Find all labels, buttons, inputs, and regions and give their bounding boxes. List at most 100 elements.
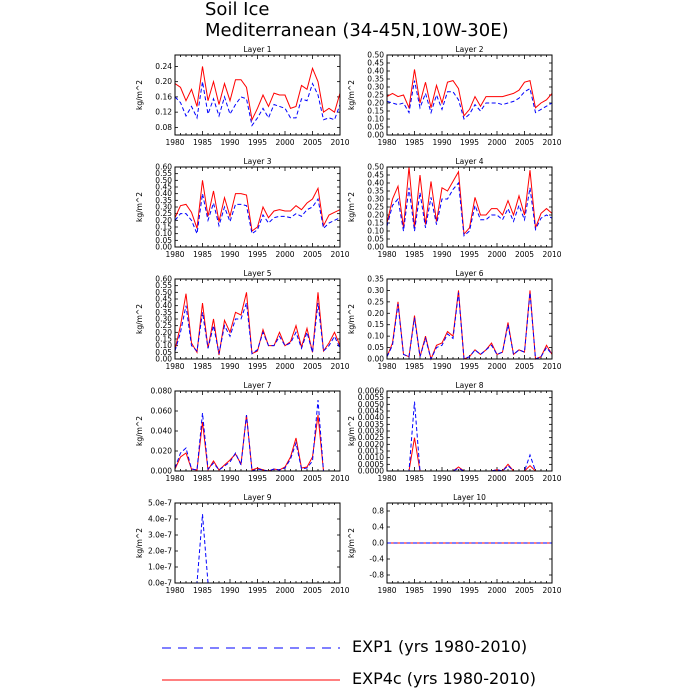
y-tick-label: 0.20 <box>155 77 172 86</box>
y-tick-label: 0.15 <box>367 320 384 329</box>
panel-title: Layer 2 <box>455 45 483 54</box>
y-tick-label: 0.00 <box>155 355 172 364</box>
y-tick-label: 0.16 <box>155 92 172 101</box>
x-tick-label: 1990 <box>432 474 451 483</box>
x-tick-label: 1985 <box>405 362 424 371</box>
y-tick-label: 0.30 <box>367 83 384 92</box>
x-tick-label: 1980 <box>165 362 184 371</box>
x-tick-label: 1990 <box>432 250 451 259</box>
x-tick-label: 2005 <box>515 586 534 595</box>
y-tick-label: 0.60 <box>155 163 172 172</box>
panel-layer-5: Layer 5kg/m^20.000.050.100.150.200.250.3… <box>135 269 350 371</box>
x-tick-label: 1995 <box>460 250 479 259</box>
panel-title: Layer 6 <box>455 269 483 278</box>
series-line-exp1 <box>174 399 340 472</box>
series-line-exp4c <box>174 292 341 356</box>
y-tick-label: 0.40 <box>367 67 384 76</box>
y-tick-label: 0.10 <box>367 227 384 236</box>
y-tick-label: 0.0050 <box>358 400 384 409</box>
panel-layer-2: Layer 2kg/m^20.000.050.100.150.200.250.3… <box>347 45 562 147</box>
legend <box>162 647 340 681</box>
panel-title: Layer 10 <box>453 493 486 502</box>
series-line-exp4c <box>174 66 341 122</box>
x-tick-label: 2000 <box>275 586 294 595</box>
panel-layer-7: Layer 7 kg/m^2 0.000 0.020 0.040 0.060 0.080 19… <box>135 381 350 483</box>
panel-title: Layer 8 <box>455 381 483 390</box>
panel-title: Layer 4 <box>455 157 483 166</box>
x-tick-label: 2000 <box>275 362 294 371</box>
y-tick-label: 0.60 <box>155 275 172 284</box>
series-line-exp1 <box>174 193 341 236</box>
y-tick-label: -0.8 <box>369 571 384 580</box>
figure-title: Soil Ice <box>205 0 270 20</box>
y-tick-label: 5.0e-7 <box>148 499 172 508</box>
x-tick-label: 1995 <box>248 250 267 259</box>
x-tick-label: 1995 <box>460 474 479 483</box>
y-tick-label: 0.10 <box>367 115 384 124</box>
y-tick-label: 0.0040 <box>358 413 384 422</box>
y-tick-label: 0.10 <box>155 229 172 238</box>
y-tick-label: 0.30 <box>367 286 384 295</box>
x-tick-label: 1980 <box>377 362 396 371</box>
x-tick-label: 2010 <box>542 250 561 259</box>
x-tick-label: 1990 <box>220 586 239 595</box>
panel-layer-3: Layer 3kg/m^20.000.050.100.150.200.250.3… <box>135 157 350 259</box>
panel-layer-9: Layer 9 kg/m^2 0.0e-7 1.0e-7 2.0e-7 3.0e-7 4.0… <box>135 493 350 595</box>
x-tick-label: 1985 <box>405 586 424 595</box>
panel-frame <box>174 278 341 360</box>
y-tick-label: 0.0 <box>372 539 384 548</box>
y-tick-label: 0.30 <box>155 315 172 324</box>
x-tick-label: 2000 <box>487 474 506 483</box>
series-line-exp4c <box>386 166 553 236</box>
x-tick-label: 1990 <box>220 362 239 371</box>
y-tick-label: 1.0e-7 <box>148 563 172 572</box>
panel-frame <box>386 166 553 248</box>
x-tick-label: 2005 <box>515 474 534 483</box>
y-tick-label: 0.0020 <box>358 440 384 449</box>
y-tick-label: 0.020 <box>151 447 173 456</box>
y-tick-label: 0.4 <box>372 523 384 532</box>
y-tick-label: 2.0e-7 <box>148 547 172 556</box>
panel-frame <box>174 54 341 136</box>
y-tick-label: 0.25 <box>367 297 384 306</box>
series-line-exp1 <box>386 80 553 120</box>
y-axis-label: kg/m^2 <box>347 304 356 334</box>
y-tick-label: 0.08 <box>155 123 172 132</box>
x-tick-label: 1995 <box>248 138 267 147</box>
y-tick-label: 0.0030 <box>358 427 384 436</box>
x-tick-label: 1980 <box>165 138 184 147</box>
x-tick-label: 2000 <box>487 138 506 147</box>
y-tick-label: 0.05 <box>367 123 384 132</box>
panel-title: Layer 9 <box>243 493 271 502</box>
x-tick-label: 1985 <box>193 250 212 259</box>
series-line-exp1 <box>175 514 340 584</box>
x-tick-label: 1985 <box>405 138 424 147</box>
y-tick-label: 0.40 <box>155 301 172 310</box>
panel-title: Layer 1 <box>243 45 271 54</box>
y-tick-label: 0.0015 <box>358 447 384 456</box>
panel-layer-8: Layer 8kg/m^20.00000.00050.00100.00150.0… <box>347 381 562 483</box>
y-tick-label: 0.30 <box>155 203 172 212</box>
y-tick-label: 0.20 <box>367 309 384 318</box>
x-tick-label: 1985 <box>193 138 212 147</box>
series-line-exp1 <box>387 401 552 472</box>
y-axis-label: kg/m^2 <box>347 192 356 222</box>
y-tick-label: 0.30 <box>367 195 384 204</box>
x-tick-label: 2010 <box>542 362 561 371</box>
y-tick-label: 0.0035 <box>358 420 384 429</box>
x-tick-label: 2010 <box>542 586 561 595</box>
panel-layer-4: Layer 4kg/m^20.000.050.100.150.200.250.3… <box>347 157 562 259</box>
panel-frame <box>386 502 553 584</box>
x-tick-label: 1990 <box>432 586 451 595</box>
legend-label-exp1: EXP1 (yrs 1980-2010) <box>352 637 528 656</box>
x-tick-label: 2010 <box>330 586 349 595</box>
y-tick-label: 0.20 <box>367 211 384 220</box>
y-tick-label: 0.55 <box>155 169 172 178</box>
x-tick-label: 1980 <box>377 138 396 147</box>
y-tick-label: 0.25 <box>155 209 172 218</box>
x-tick-label: 1980 <box>377 250 396 259</box>
y-axis-label: kg/m^2 <box>135 192 144 222</box>
y-tick-label: 0.0000 <box>358 467 384 476</box>
y-tick-label: 0.35 <box>367 75 384 84</box>
panel-frame <box>174 166 341 248</box>
